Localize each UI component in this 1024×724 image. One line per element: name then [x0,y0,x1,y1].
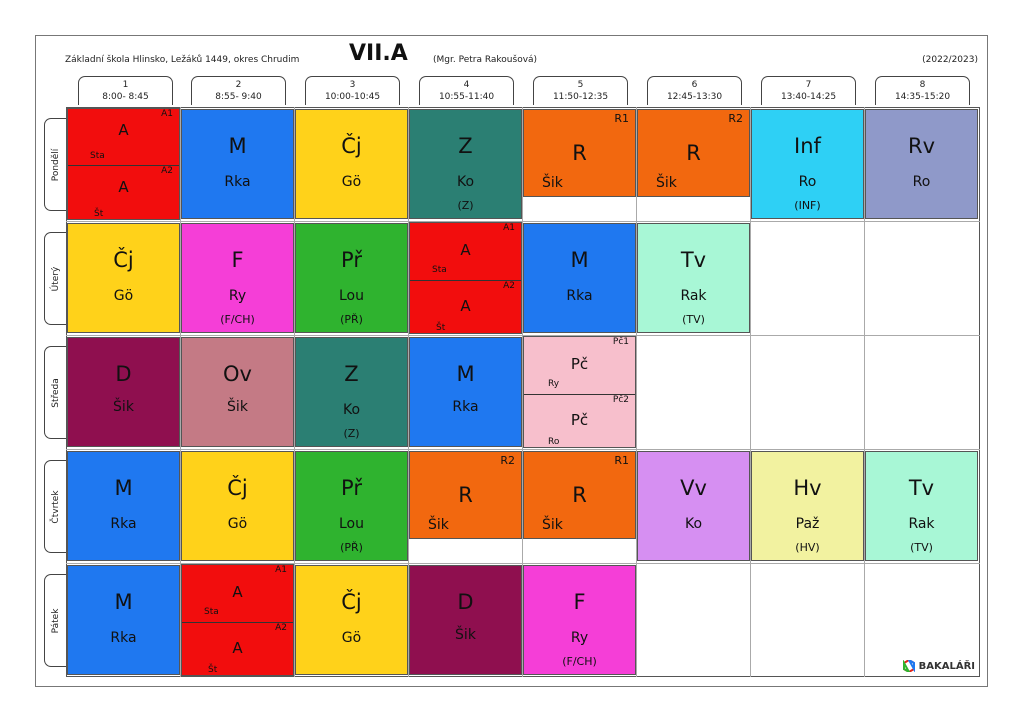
day-label-wednesday: Středa [44,346,66,439]
lesson-mon-p7[interactable]: Inf Ro (INF) [751,109,864,219]
period-header-5: 5 11:50-12:35 [533,76,628,105]
period-header-4: 4 10:55-11:40 [419,76,514,105]
bakalari-logo: BAKALÁŘI [902,660,975,672]
day-label-friday: Pátek [44,574,66,667]
lesson-tue-p4[interactable]: A1 A Sta A2 A Št [409,222,522,334]
lesson-tue-p3[interactable]: Př Lou (PŘ) [295,223,408,333]
lesson-thu-p8[interactable]: Tv Rak (TV) [865,451,978,561]
lesson-fri-p3[interactable]: Čj Gö [295,565,408,675]
lesson-mon-p5[interactable]: R1 R Šik [523,109,636,197]
lesson-wed-p2[interactable]: Ov Šik [181,337,294,447]
lesson-fri-p5[interactable]: F Ry (F/CH) [523,565,636,675]
lesson-tue-p2[interactable]: F Ry (F/CH) [181,223,294,333]
lesson-tue-p1[interactable]: Čj Gö [67,223,180,333]
lesson-mon-p3[interactable]: Čj Gö [295,109,408,219]
lesson-thu-p1[interactable]: M Rka [67,451,180,561]
lesson-thu-p4[interactable]: R2 R Šik [409,451,522,539]
school-year: (2022/2023) [922,55,978,65]
period-header-1: 1 8:00- 8:45 [78,76,173,105]
period-header-3: 3 10:00-10:45 [305,76,400,105]
lesson-thu-p7[interactable]: Hv Paž (HV) [751,451,864,561]
lesson-mon-p8[interactable]: Rv Ro [865,109,978,219]
lesson-fri-p1[interactable]: M Rka [67,565,180,675]
lesson-thu-p3[interactable]: Př Lou (PŘ) [295,451,408,561]
lesson-wed-p3[interactable]: Z Ko (Z) [295,337,408,447]
lesson-fri-p4[interactable]: D Šik [409,565,522,675]
day-label-tuesday: Úterý [44,232,66,325]
lesson-fri-p2[interactable]: A1 A Sta A2 A Št [181,564,294,676]
hexagon-logo-icon [902,660,915,672]
period-header-8: 8 14:35-15:20 [875,76,970,105]
lesson-mon-p2[interactable]: M Rka [181,109,294,219]
lesson-tue-p5[interactable]: M Rka [523,223,636,333]
day-label-thursday: Čtvrtek [44,460,66,553]
day-label-monday: Pondělí [44,118,66,211]
timetable-grid [66,107,980,677]
lesson-tue-p6[interactable]: Tv Rak (TV) [637,223,750,333]
class-teacher: (Mgr. Petra Rakoušová) [433,55,538,65]
lesson-mon-p1[interactable]: A1 A Sta A2 A Št [67,108,180,220]
class-name: VII.A [349,41,408,66]
lesson-thu-p2[interactable]: Čj Gö [181,451,294,561]
lesson-thu-p6[interactable]: Vv Ko [637,451,750,561]
lesson-mon-p4[interactable]: Z Ko (Z) [409,109,522,219]
lesson-wed-p5[interactable]: Pč1 Pč Ry Pč2 Pč Ro [523,336,636,448]
lesson-wed-p1[interactable]: D Šik [67,337,180,447]
lesson-mon-p6[interactable]: R2 R Šik [637,109,750,197]
period-header-2: 2 8:55- 9:40 [191,76,286,105]
lesson-thu-p5[interactable]: R1 R Šik [523,451,636,539]
lesson-wed-p4[interactable]: M Rka [409,337,522,447]
period-header-7: 7 13:40-14:25 [761,76,856,105]
page-frame [35,35,988,687]
period-header-6: 6 12:45-13:30 [647,76,742,105]
school-name: Základní škola Hlinsko, Ležáků 1449, okr… [65,55,300,65]
